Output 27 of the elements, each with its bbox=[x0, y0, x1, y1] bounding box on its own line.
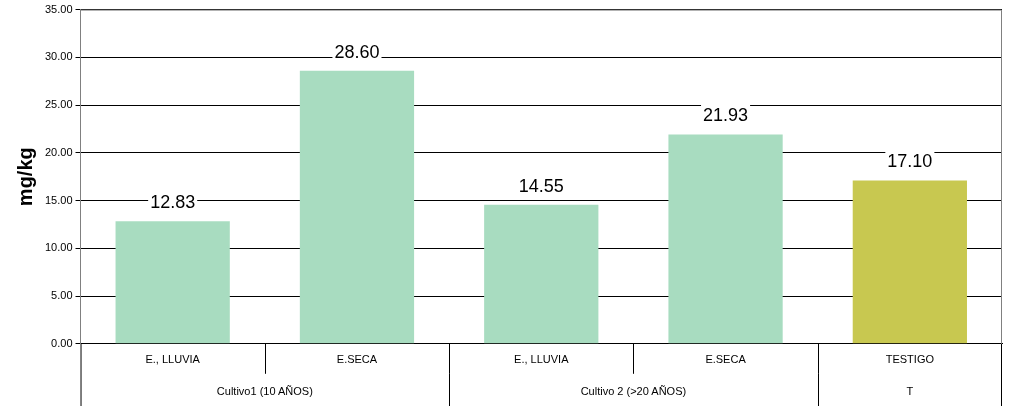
bar bbox=[484, 204, 599, 344]
bar bbox=[299, 70, 415, 344]
y-tick-label: 25.00 bbox=[45, 98, 73, 111]
data-label: 21.93 bbox=[703, 105, 749, 126]
text: T bbox=[906, 384, 914, 397]
y-tick-label: 35.00 bbox=[45, 2, 73, 15]
text: Cultivo 2 (>20 AÑOS) bbox=[580, 384, 687, 397]
x-tick-label: E., LLUVIA bbox=[145, 353, 201, 366]
bar bbox=[852, 180, 967, 344]
y-tick-label: 15.00 bbox=[45, 193, 73, 206]
y-axis-title: mg/kg bbox=[13, 147, 36, 207]
x-tick-label: E.SECA bbox=[336, 353, 378, 366]
y-tick-label: 30.00 bbox=[45, 50, 73, 63]
bar bbox=[668, 134, 783, 344]
y-tick-label: 10.00 bbox=[45, 241, 73, 254]
y-tick-label: 5.00 bbox=[51, 289, 73, 302]
y-tick-label: 20.00 bbox=[45, 145, 73, 158]
data-label: 28.60 bbox=[334, 41, 380, 62]
bar bbox=[115, 221, 230, 344]
y-tick-label: 0.00 bbox=[51, 336, 73, 349]
x-tick-label: TESTIGO bbox=[885, 353, 935, 366]
x-tick-label: E., LLUVIA bbox=[514, 353, 570, 366]
data-label: 17.10 bbox=[887, 151, 933, 172]
data-label: 12.83 bbox=[150, 192, 196, 213]
x-tick-label: E.SECA bbox=[705, 353, 747, 366]
data-label: 14.55 bbox=[518, 175, 564, 196]
text: Cultivo1 (10 AÑOS) bbox=[216, 384, 313, 397]
